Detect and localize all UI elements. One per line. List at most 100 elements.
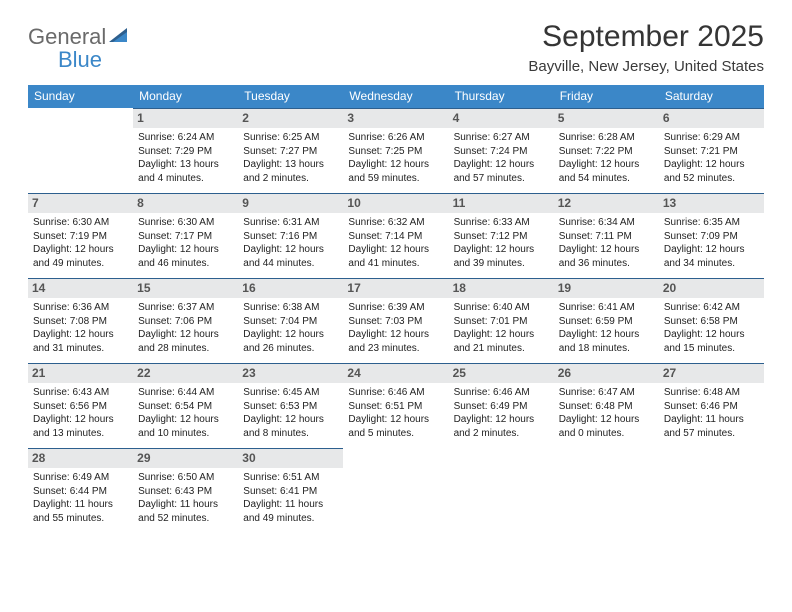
date-number: 9 — [238, 193, 343, 213]
day-header-wednesday: Wednesday — [343, 85, 448, 108]
calendar-page: General Blue September 2025 Bayville, Ne… — [0, 0, 792, 533]
day-info: Sunrise: 6:30 AMSunset: 7:17 PMDaylight:… — [137, 216, 234, 270]
daylight-text: Daylight: 13 hours and 2 minutes. — [243, 158, 339, 185]
date-number: 25 — [449, 363, 554, 383]
day-cell — [554, 448, 659, 533]
date-number: 4 — [449, 108, 554, 128]
day-cell: 19Sunrise: 6:41 AMSunset: 6:59 PMDayligh… — [554, 278, 659, 363]
day-header-sunday: Sunday — [28, 85, 133, 108]
sunrise-text: Sunrise: 6:46 AM — [348, 386, 444, 400]
week-row: 21Sunrise: 6:43 AMSunset: 6:56 PMDayligh… — [28, 363, 764, 448]
day-info: Sunrise: 6:32 AMSunset: 7:14 PMDaylight:… — [347, 216, 444, 270]
day-info: Sunrise: 6:47 AMSunset: 6:48 PMDaylight:… — [558, 386, 655, 440]
sunrise-text: Sunrise: 6:27 AM — [454, 131, 550, 145]
day-cell: 2Sunrise: 6:25 AMSunset: 7:27 PMDaylight… — [238, 108, 343, 193]
date-number: 20 — [659, 278, 764, 298]
sunrise-text: Sunrise: 6:49 AM — [33, 471, 129, 485]
logo-sail-icon — [109, 26, 131, 49]
day-cell: 8Sunrise: 6:30 AMSunset: 7:17 PMDaylight… — [133, 193, 238, 278]
date-number: 5 — [554, 108, 659, 128]
day-cell: 12 Sunrise: 6:34 AMSunset: 7:11 PMDayligh… — [554, 193, 659, 278]
sunrise-text: Sunrise: 6:37 AM — [138, 301, 234, 315]
location-text: Bayville, New Jersey, United States — [528, 58, 764, 75]
day-info: Sunrise: 6:51 AMSunset: 6:41 PMDaylight:… — [242, 471, 339, 525]
daylight-text: Daylight: 12 hours and 34 minutes. — [664, 243, 760, 270]
title-block: September 2025 Bayville, New Jersey, Uni… — [528, 20, 764, 75]
sunrise-text: Sunrise: 6:25 AM — [243, 131, 339, 145]
sunrise-text: Sunrise: 6:28 AM — [559, 131, 655, 145]
day-cell — [28, 108, 133, 193]
sunrise-text: Sunrise: 6:43 AM — [33, 386, 129, 400]
daylight-text: Daylight: 12 hours and 8 minutes. — [243, 413, 339, 440]
day-info: Sunrise: 6:46 AMSunset: 6:49 PMDaylight:… — [453, 386, 550, 440]
sunrise-text: Sunrise: 6:30 AM — [33, 216, 129, 230]
header: General Blue September 2025 Bayville, Ne… — [28, 20, 764, 75]
sunrise-text: Sunrise: 6:47 AM — [559, 386, 655, 400]
day-cell: 18Sunrise: 6:40 AMSunset: 7:01 PMDayligh… — [449, 278, 554, 363]
sunrise-text: Sunrise: 6:32 AM — [348, 216, 444, 230]
day-info: Sunrise: 6:38 AMSunset: 7:04 PMDaylight:… — [242, 301, 339, 355]
date-number: 16 — [238, 278, 343, 298]
daylight-text: Daylight: 12 hours and 28 minutes. — [138, 328, 234, 355]
day-info: Sunrise: 6:37 AMSunset: 7:06 PMDaylight:… — [137, 301, 234, 355]
day-info: Sunrise: 6:24 AMSunset: 7:29 PMDaylight:… — [137, 131, 234, 185]
day-cell: 25 Sunrise: 6:46 AMSunset: 6:49 PMDayligh… — [449, 363, 554, 448]
date-number: 15 — [133, 278, 238, 298]
daylight-text: Daylight: 12 hours and 21 minutes. — [454, 328, 550, 355]
date-number: 3 — [343, 108, 448, 128]
day-cell: 3Sunrise: 6:26 AMSunset: 7:25 PMDaylight… — [343, 108, 448, 193]
daylight-text: Daylight: 11 hours and 57 minutes. — [664, 413, 760, 440]
day-info: Sunrise: 6:43 AMSunset: 6:56 PMDaylight:… — [32, 386, 129, 440]
sunset-text: Sunset: 6:54 PM — [138, 400, 234, 414]
sunrise-text: Sunrise: 6:42 AM — [664, 301, 760, 315]
sunset-text: Sunset: 6:41 PM — [243, 485, 339, 499]
sunrise-text: Sunrise: 6:30 AM — [138, 216, 234, 230]
sunrise-text: Sunrise: 6:45 AM — [243, 386, 339, 400]
sunset-text: Sunset: 7:01 PM — [454, 315, 550, 329]
day-cell: 17Sunrise: 6:39 AMSunset: 7:03 PMDayligh… — [343, 278, 448, 363]
sunset-text: Sunset: 7:17 PM — [138, 230, 234, 244]
week-row: 1Sunrise: 6:24 AMSunset: 7:29 PMDaylight… — [28, 108, 764, 193]
sunset-text: Sunset: 6:43 PM — [138, 485, 234, 499]
date-number: 30 — [238, 448, 343, 468]
day-cell: 27Sunrise: 6:48 AMSunset: 6:46 PMDayligh… — [659, 363, 764, 448]
day-info: Sunrise: 6:27 AMSunset: 7:24 PMDaylight:… — [453, 131, 550, 185]
day-info: Sunrise: 6:31 AMSunset: 7:16 PMDaylight:… — [242, 216, 339, 270]
daylight-text: Daylight: 12 hours and 23 minutes. — [348, 328, 444, 355]
sunrise-text: Sunrise: 6:34 AM — [559, 216, 655, 230]
daylight-text: Daylight: 12 hours and 18 minutes. — [559, 328, 655, 355]
sunset-text: Sunset: 7:19 PM — [33, 230, 129, 244]
logo-text-general: General — [28, 24, 106, 49]
sunset-text: Sunset: 7:06 PM — [138, 315, 234, 329]
day-header-monday: Monday — [133, 85, 238, 108]
date-number: 14 — [28, 278, 133, 298]
sunset-text: Sunset: 7:27 PM — [243, 145, 339, 159]
sunset-text: Sunset: 7:24 PM — [454, 145, 550, 159]
day-info: Sunrise: 6:45 AMSunset: 6:53 PMDaylight:… — [242, 386, 339, 440]
sunrise-text: Sunrise: 6:46 AM — [454, 386, 550, 400]
sunrise-text: Sunrise: 6:40 AM — [454, 301, 550, 315]
sunset-text: Sunset: 6:46 PM — [664, 400, 760, 414]
day-cell: 16 Sunrise: 6:38 AMSunset: 7:04 PMDayligh… — [238, 278, 343, 363]
sunrise-text: Sunrise: 6:29 AM — [664, 131, 760, 145]
day-cell: 23Sunrise: 6:45 AMSunset: 6:53 PMDayligh… — [238, 363, 343, 448]
logo-text-block: General Blue — [28, 26, 131, 72]
sunset-text: Sunset: 6:53 PM — [243, 400, 339, 414]
day-cell: 7Sunrise: 6:30 AMSunset: 7:19 PMDaylight… — [28, 193, 133, 278]
daylight-text: Daylight: 12 hours and 36 minutes. — [559, 243, 655, 270]
date-number: 6 — [659, 108, 764, 128]
day-cell: 24Sunrise: 6:46 AMSunset: 6:51 PMDayligh… — [343, 363, 448, 448]
date-number: 12 — [554, 193, 659, 213]
day-cell — [659, 448, 764, 533]
date-number: 22 — [133, 363, 238, 383]
day-info: Sunrise: 6:41 AMSunset: 6:59 PMDaylight:… — [558, 301, 655, 355]
daylight-text: Daylight: 12 hours and 26 minutes. — [243, 328, 339, 355]
day-cell: 28Sunrise: 6:49 AMSunset: 6:44 PMDayligh… — [28, 448, 133, 533]
sunrise-text: Sunrise: 6:31 AM — [243, 216, 339, 230]
sunset-text: Sunset: 7:11 PM — [559, 230, 655, 244]
day-info: Sunrise: 6:34 AMSunset: 7:11 PMDaylight:… — [558, 216, 655, 270]
sunset-text: Sunset: 7:22 PM — [559, 145, 655, 159]
sunset-text: Sunset: 6:59 PM — [559, 315, 655, 329]
sunset-text: Sunset: 7:25 PM — [348, 145, 444, 159]
sunset-text: Sunset: 7:03 PM — [348, 315, 444, 329]
